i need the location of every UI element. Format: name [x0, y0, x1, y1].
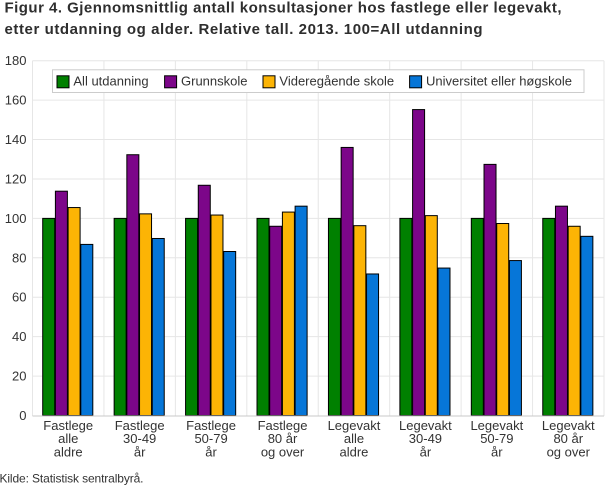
svg-text:Fastlege: Fastlege — [115, 418, 165, 433]
svg-text:Universitet eller høgskole: Universitet eller høgskole — [426, 74, 572, 89]
svg-text:aldre: aldre — [54, 444, 83, 459]
svg-text:0: 0 — [19, 408, 26, 423]
svg-text:Grunnskole: Grunnskole — [181, 74, 247, 89]
svg-text:år: år — [134, 444, 146, 459]
svg-text:Legevakt: Legevakt — [399, 418, 452, 433]
svg-text:aldre: aldre — [340, 444, 369, 459]
svg-text:50-79: 50-79 — [480, 431, 513, 446]
svg-text:120: 120 — [5, 171, 27, 186]
svg-text:Figur 4. Gjennomsnittlig antal: Figur 4. Gjennomsnittlig antall konsulta… — [5, 0, 562, 17]
svg-text:50-79: 50-79 — [194, 431, 227, 446]
svg-text:All utdanning: All utdanning — [73, 74, 148, 89]
svg-text:år: år — [420, 444, 432, 459]
svg-text:og over: og over — [547, 444, 591, 459]
svg-text:160: 160 — [5, 93, 27, 108]
svg-text:80 år: 80 år — [553, 431, 583, 446]
svg-text:alle: alle — [58, 431, 78, 446]
svg-text:30-49: 30-49 — [409, 431, 442, 446]
svg-text:100: 100 — [5, 211, 27, 226]
svg-text:80: 80 — [12, 250, 26, 265]
svg-text:80 år: 80 år — [268, 431, 298, 446]
svg-text:180: 180 — [5, 53, 27, 68]
svg-text:Legevakt: Legevakt — [470, 418, 523, 433]
svg-text:20: 20 — [12, 369, 26, 384]
svg-text:140: 140 — [5, 132, 27, 147]
svg-text:Fastlege: Fastlege — [43, 418, 93, 433]
svg-text:år: år — [491, 444, 503, 459]
svg-text:30-49: 30-49 — [123, 431, 156, 446]
svg-text:Kilde: Statistisk sentralbyrå.: Kilde: Statistisk sentralbyrå. — [0, 472, 144, 486]
svg-text:Legevakt: Legevakt — [328, 418, 381, 433]
svg-text:Fastlege: Fastlege — [258, 418, 308, 433]
svg-text:60: 60 — [12, 290, 26, 305]
svg-text:Fastlege: Fastlege — [186, 418, 236, 433]
svg-text:40: 40 — [12, 329, 26, 344]
svg-text:år: år — [205, 444, 217, 459]
svg-text:etter utdanning og alder. Rela: etter utdanning og alder. Relative tall.… — [5, 21, 483, 38]
svg-text:alle: alle — [344, 431, 364, 446]
svg-text:Legevakt: Legevakt — [542, 418, 595, 433]
svg-text:og over: og over — [261, 444, 305, 459]
svg-text:Videregående skole: Videregående skole — [279, 74, 394, 89]
